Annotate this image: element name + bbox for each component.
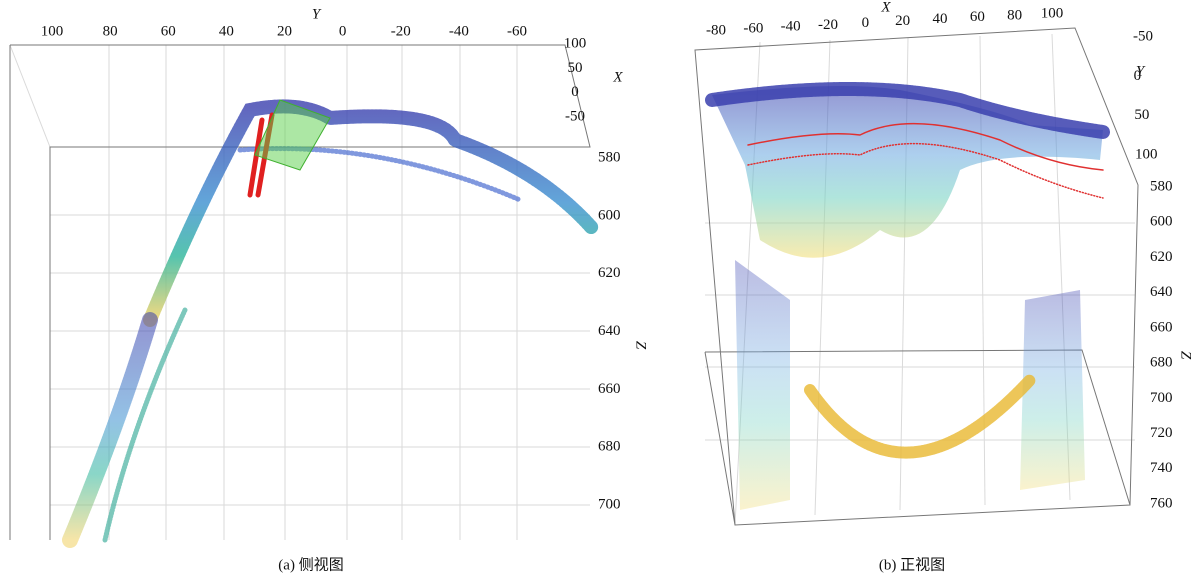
tick-label: -20 [391, 23, 411, 39]
tick-label: -60 [743, 21, 763, 37]
tick-label: 660 [598, 381, 621, 397]
tick-label: 760 [1150, 495, 1173, 511]
tick-label: -50 [565, 108, 585, 124]
axis-label: Z [633, 341, 649, 350]
tick-label: 620 [598, 265, 621, 281]
caption: (b) 正视图 [879, 556, 945, 573]
tick-label: 720 [1150, 425, 1173, 441]
tick-label: 100 [1135, 146, 1158, 162]
tick-label: 600 [1150, 214, 1173, 230]
tick-label: 640 [598, 323, 621, 339]
axis-box-b [694, 27, 1139, 526]
tick-label: 100 [1041, 5, 1064, 21]
tick-label: 700 [1150, 390, 1173, 406]
tick-label: 0 [1134, 68, 1142, 84]
axis-box-a [9, 44, 591, 540]
tick-label: 50 [1134, 107, 1149, 123]
axis-label: Y [1136, 63, 1146, 79]
tick-label: 0 [862, 15, 870, 31]
tick-label: 680 [598, 439, 621, 455]
axis-label: Y [312, 6, 322, 22]
axis-label: X [880, 0, 891, 15]
tick-label: 40 [933, 11, 948, 27]
tick-label: 80 [103, 23, 118, 39]
tick-label: -60 [507, 23, 527, 39]
tick-label: 740 [1150, 460, 1173, 476]
caption: (a) 侧视图 [278, 556, 343, 573]
tick-label: 20 [895, 13, 910, 29]
tick-label: 0 [571, 84, 579, 100]
tick-label: 680 [1150, 355, 1173, 371]
tick-label: -40 [781, 19, 801, 35]
tick-label: 0 [339, 23, 347, 39]
axis-label: Z [1178, 351, 1194, 360]
tick-label: 100 [41, 23, 64, 39]
point-cloud-b [705, 82, 1110, 510]
tick-label: 60 [161, 23, 176, 39]
tick-label: -80 [706, 22, 726, 38]
tick-label: 580 [1150, 178, 1173, 194]
tick-label: 700 [598, 496, 621, 512]
tick-label: 600 [598, 207, 621, 223]
tick-label: -40 [449, 23, 469, 39]
tick-label: 40 [219, 23, 234, 39]
tick-label: 580 [598, 149, 621, 165]
tick-label: 660 [1150, 319, 1173, 335]
tick-label: 50 [568, 60, 583, 76]
tick-label: 620 [1150, 249, 1173, 265]
axis-label: X [612, 69, 623, 85]
point-cloud-a [62, 99, 599, 548]
tick-label: -20 [818, 17, 838, 33]
tick-label: 20 [277, 23, 292, 39]
tick-label: 60 [970, 9, 985, 25]
tick-label: 640 [1150, 284, 1173, 300]
tick-label: 100 [564, 35, 587, 51]
tick-label: -50 [1133, 28, 1153, 44]
tick-label: 80 [1007, 7, 1022, 23]
